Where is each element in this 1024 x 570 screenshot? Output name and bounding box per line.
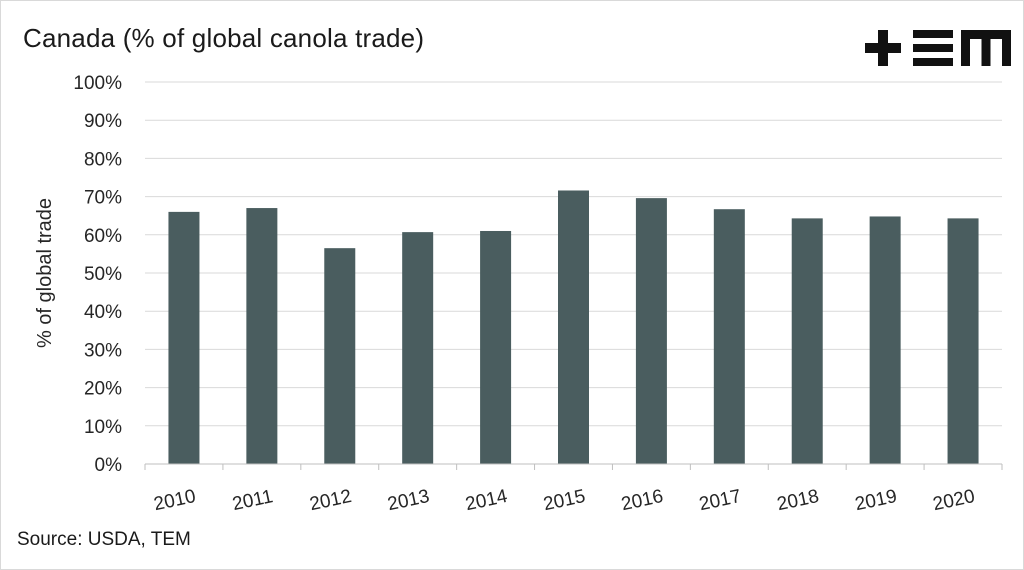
- x-tick-label: 2012: [308, 486, 354, 515]
- bar-2011: [246, 208, 278, 464]
- source-note: Source: USDA, TEM: [17, 529, 191, 550]
- x-tick-label: 2010: [152, 486, 198, 515]
- y-tick-label: 70%: [84, 188, 122, 209]
- x-tick-label: 2019: [853, 486, 899, 515]
- bar-2017: [713, 209, 745, 464]
- bar-2018: [791, 218, 823, 464]
- bars: [168, 190, 979, 465]
- bar-2013: [402, 232, 434, 464]
- y-tick-label: 40%: [84, 302, 122, 323]
- y-axis-label: % of global trade: [34, 198, 56, 348]
- bar-chart: 0%10%20%30%40%50%60%70%80%90%100% 2010 20…: [34, 73, 1003, 515]
- y-tick-label: 0%: [95, 455, 123, 476]
- x-tick-label: 2017: [697, 486, 743, 515]
- y-tick-labels: 0% 10% 20% 30% 40% 50% 60% 70% 80% 90% 100%: [73, 73, 122, 476]
- y-tick-label: 60%: [84, 226, 122, 247]
- y-tick-label: 80%: [84, 149, 122, 170]
- x-tick-label: 2014: [464, 486, 510, 515]
- x-tick-label: 2018: [775, 486, 821, 515]
- x-axis: [144, 463, 1003, 470]
- y-tick-label: 20%: [84, 379, 122, 400]
- x-tick-label: 2013: [386, 486, 432, 515]
- x-tick-label: 2011: [231, 486, 275, 515]
- y-tick-label: 90%: [84, 111, 122, 132]
- x-tick-labels: 2010 2011 2012 2013 2014 2015 2016 2017 2018 2019…: [152, 486, 977, 515]
- bar-2014: [480, 230, 512, 464]
- y-tick-label: 50%: [84, 264, 122, 285]
- bar-2020: [947, 218, 979, 464]
- x-tick-label: 2016: [619, 486, 665, 515]
- y-tick-label: 30%: [84, 340, 122, 361]
- tem-logo-icon: [865, 30, 1011, 66]
- bar-2019: [869, 216, 901, 464]
- bar-2016: [635, 198, 667, 465]
- chart-title: Canada (% of global canola trade): [23, 23, 425, 53]
- bar-2012: [324, 248, 356, 464]
- x-tick-label: 2015: [541, 486, 587, 515]
- x-tick-label: 2020: [931, 486, 977, 515]
- bar-2010: [168, 211, 200, 464]
- y-tick-label: 100%: [73, 73, 122, 94]
- bar-2015: [558, 190, 589, 464]
- y-tick-label: 10%: [84, 417, 122, 438]
